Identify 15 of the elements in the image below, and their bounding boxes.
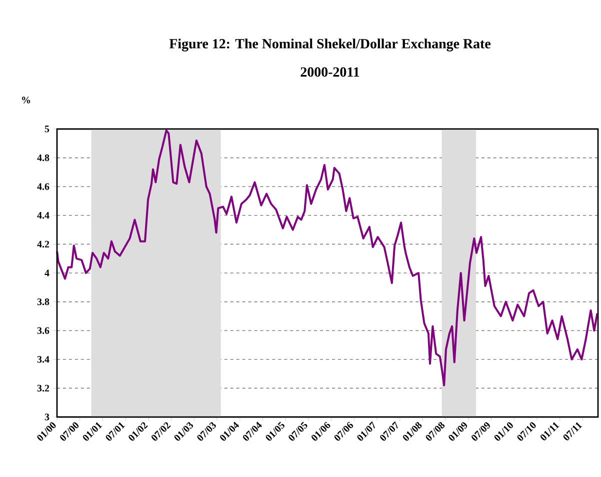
y-tick-label: 4.2 [37,240,50,248]
y-axis-title: % [22,96,30,104]
y-tick-label: 4 [44,270,50,276]
chart-title: Figure 12: The Nominal Shekel/Dollar Exchange Rate [169,38,490,52]
chart-subtitle: 2000-2011 [300,67,360,77]
y-tick-label: 3.2 [37,384,50,392]
y-tick-label: 5 [44,126,50,132]
y-tick-label: 3.4 [37,356,50,363]
y-tick-label: 4.6 [37,183,50,190]
y-tick-label: 3 [44,414,50,420]
y-tick-label: 4.4 [37,212,50,219]
y-tick-label: 4.8 [37,154,50,162]
y-tick-label: 3.6 [37,327,50,334]
line-series [56,129,598,386]
y-tick-label: 3.8 [37,298,50,306]
